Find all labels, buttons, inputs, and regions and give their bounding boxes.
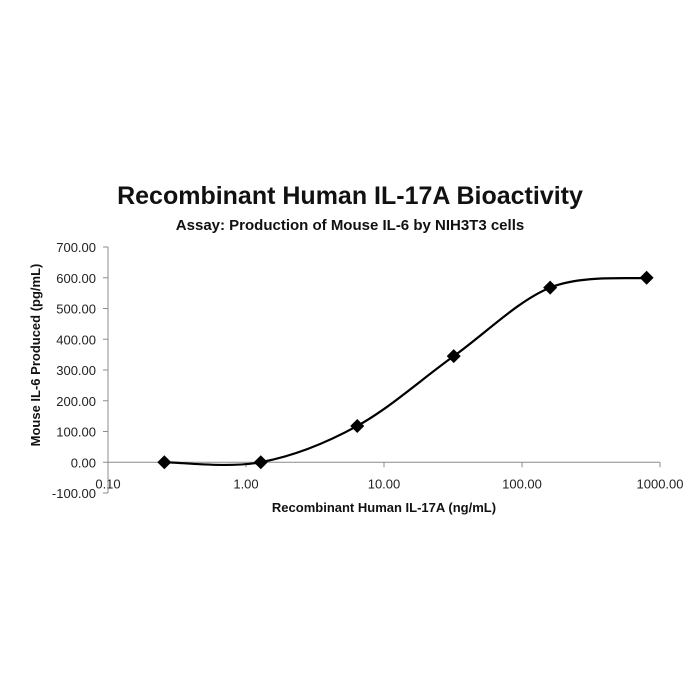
- x-tick-label: 100.00: [502, 476, 542, 491]
- data-point-marker: [350, 418, 365, 433]
- data-point-marker: [253, 455, 268, 470]
- y-tick-label: 200.00: [56, 394, 96, 409]
- x-axis-label: Recombinant Human IL-17A (ng/mL): [272, 500, 496, 515]
- y-tick-label: 0.00: [71, 455, 96, 470]
- x-tick-label: 10.00: [368, 476, 401, 491]
- y-tick-label: 700.00: [56, 240, 96, 255]
- data-point-marker: [543, 280, 558, 295]
- y-tick-label: 500.00: [56, 302, 96, 317]
- series-line: [164, 276, 647, 467]
- chart-subtitle: Assay: Production of Mouse IL-6 by NIH3T…: [176, 217, 524, 234]
- y-axis-label: Mouse IL-6 Produced (pg/mL): [28, 264, 43, 447]
- y-tick-labels: -100.00 0.00 100.00 200.00 300.00 400.00 500.0…: [52, 240, 96, 501]
- y-tick-label: 400.00: [56, 332, 96, 347]
- data-point-marker: [157, 455, 172, 470]
- y-tick-label: -100.00: [52, 486, 96, 501]
- axes: [103, 246, 661, 494]
- chart-title: Recombinant Human IL-17A Bioactivity: [117, 182, 583, 210]
- plot-series: [157, 270, 654, 470]
- x-tick-label: 1.00: [233, 476, 258, 491]
- y-tick-label: 300.00: [56, 363, 96, 378]
- y-tick-label: 100.00: [56, 425, 96, 440]
- x-tick-label: 1000.00: [637, 476, 684, 491]
- x-tick-labels: 0.10 1.00 10.00 100.00 1000.00: [95, 476, 683, 491]
- data-point-marker: [639, 270, 654, 285]
- data-point-marker: [446, 349, 461, 364]
- y-tick-label: 600.00: [56, 271, 96, 286]
